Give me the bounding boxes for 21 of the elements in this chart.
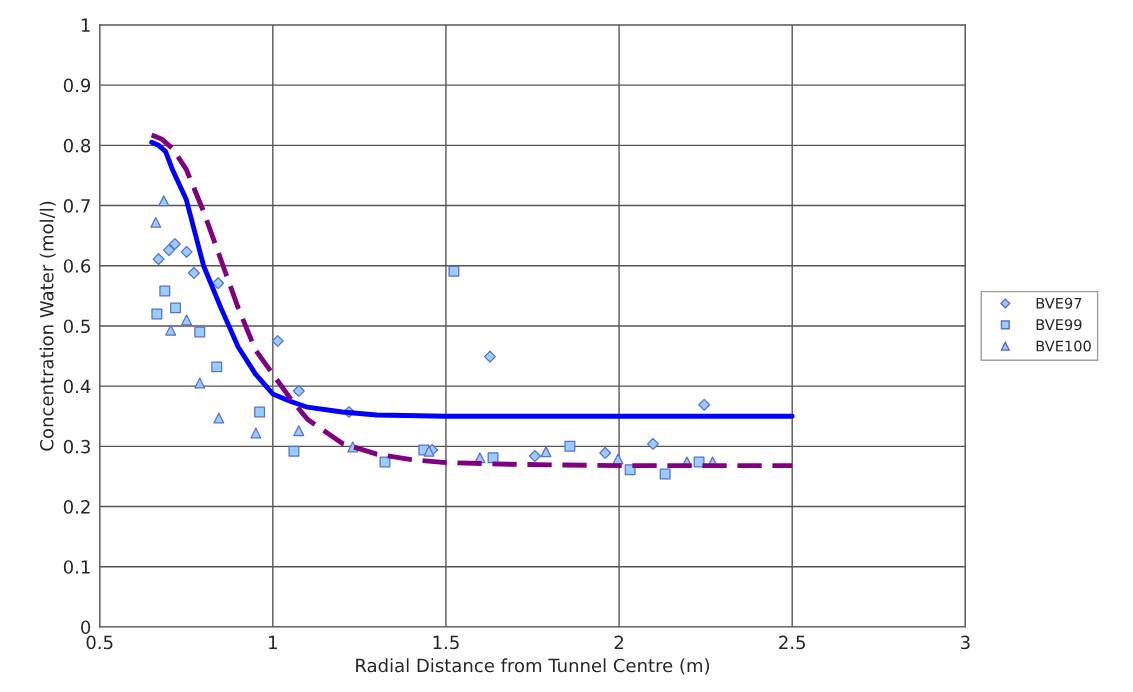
y-tick-label: 0.1 (63, 560, 90, 574)
y-tick-label: 0.3 (63, 439, 90, 454)
x-tick-label: 3 (960, 635, 970, 650)
legend-label: BVE100 (1036, 340, 1091, 352)
y-tick-label: 0.8 (63, 138, 91, 153)
y-tick-label: 0.2 (63, 500, 90, 514)
y-tick-label: 0.7 (63, 198, 90, 213)
y-tick-label: 0 (81, 620, 91, 635)
x-tick-label: 2 (614, 635, 624, 649)
legend-label: BVE97 (1036, 297, 1082, 309)
x-axis-title: Radial Distance from Tunnel Centre (m) (356, 658, 710, 675)
y-tick-label: 0.5 (63, 319, 90, 334)
legend-label: BVE99 (1036, 319, 1082, 331)
y-axis-title: Concentration Water (mol/l) (39, 201, 56, 451)
y-tick-label: 1 (81, 18, 90, 32)
x-tick-label: 1 (269, 635, 277, 649)
y-tick-label: 0.6 (63, 259, 91, 273)
x-tick-label: 2.5 (779, 635, 805, 650)
x-tick-label: 1.5 (433, 635, 459, 650)
y-tick-label: 0.4 (63, 379, 91, 394)
y-tick-label: 0.9 (63, 78, 91, 93)
